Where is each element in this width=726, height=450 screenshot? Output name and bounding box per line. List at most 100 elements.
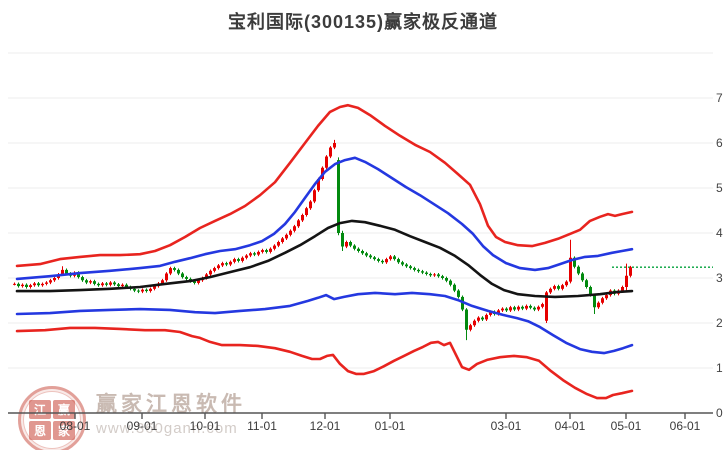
candle-body bbox=[453, 284, 456, 291]
candle-body bbox=[409, 266, 412, 269]
candle-body bbox=[161, 280, 164, 284]
chart-title: 宝利国际(300135)赢家极反通道 bbox=[227, 12, 499, 32]
candle-body bbox=[113, 282, 116, 285]
candle-body bbox=[177, 269, 180, 274]
candle-body bbox=[169, 268, 172, 274]
candle-body bbox=[577, 266, 580, 274]
candle-body bbox=[165, 273, 168, 281]
candle-body bbox=[81, 277, 84, 281]
seal-characters: 江 赢 恩 家 bbox=[29, 400, 75, 440]
seal-char: 家 bbox=[53, 421, 75, 440]
candle-body bbox=[85, 280, 88, 283]
candle-body bbox=[93, 281, 96, 284]
candle-body bbox=[581, 273, 584, 281]
x-axis-label: 09-01 bbox=[127, 419, 158, 433]
candle-body bbox=[629, 267, 632, 276]
candle-body bbox=[309, 201, 312, 209]
x-axis-label: 05-01 bbox=[611, 419, 642, 433]
candle-body bbox=[509, 307, 512, 311]
lower-red-rail bbox=[15, 326, 634, 400]
y-axis-label: 4 bbox=[716, 226, 723, 240]
candle-body bbox=[173, 268, 176, 270]
candle-body bbox=[561, 285, 564, 289]
candle-body bbox=[289, 230, 292, 235]
candle-body bbox=[153, 286, 156, 289]
candle-body bbox=[413, 268, 416, 270]
candle-body bbox=[61, 269, 64, 275]
candle-body bbox=[221, 263, 224, 266]
candle-body bbox=[329, 147, 332, 157]
y-axis-label: 0 bbox=[716, 406, 723, 420]
candle-body bbox=[253, 253, 256, 255]
candle-body bbox=[25, 284, 28, 287]
candle-body bbox=[537, 306, 540, 310]
candle-body bbox=[481, 317, 484, 320]
upper-red-rail bbox=[15, 103, 634, 268]
candle-body bbox=[377, 259, 380, 261]
candle-body bbox=[389, 256, 392, 260]
candle-body bbox=[109, 282, 112, 285]
candle-body bbox=[305, 208, 308, 215]
candle-body bbox=[65, 269, 68, 274]
candle-body bbox=[437, 274, 440, 277]
candle-body bbox=[249, 253, 252, 256]
candle-body bbox=[417, 269, 420, 272]
y-axis-label: 5 bbox=[716, 181, 723, 195]
candle-body bbox=[97, 283, 100, 286]
candle-body bbox=[241, 257, 244, 261]
candle-body bbox=[225, 263, 228, 265]
candle-body bbox=[525, 305, 528, 309]
candle-body bbox=[285, 234, 288, 239]
seal-char: 恩 bbox=[29, 421, 51, 440]
candle-body bbox=[557, 286, 560, 289]
candle-body bbox=[125, 284, 128, 287]
candle-body bbox=[513, 307, 516, 310]
candle-body bbox=[185, 277, 188, 279]
candle-body bbox=[401, 262, 404, 265]
candle-body bbox=[149, 288, 152, 292]
candle-body bbox=[465, 309, 468, 330]
candle-body bbox=[489, 311, 492, 315]
candle-body bbox=[233, 259, 236, 262]
candle-body bbox=[505, 308, 508, 311]
candle-body bbox=[101, 283, 104, 286]
candle-body bbox=[545, 292, 548, 321]
candle-body bbox=[341, 233, 344, 247]
candle-body bbox=[473, 320, 476, 326]
candle-body bbox=[133, 288, 136, 291]
candle-body bbox=[541, 304, 544, 307]
lower-blue-rail bbox=[15, 291, 634, 355]
candle-body bbox=[205, 274, 208, 278]
candle-body bbox=[265, 250, 268, 252]
candle-body bbox=[353, 245, 356, 249]
y-axis-label: 3 bbox=[716, 271, 723, 285]
candle-body bbox=[373, 257, 376, 260]
candle-body bbox=[381, 260, 384, 263]
candle-body bbox=[597, 302, 600, 308]
candle-body bbox=[145, 289, 148, 292]
candle-body bbox=[593, 295, 596, 308]
candle-body bbox=[41, 283, 44, 286]
candle-body bbox=[105, 283, 108, 285]
x-axis-label: 08-01 bbox=[60, 419, 91, 433]
candle-body bbox=[573, 257, 576, 267]
candle-body bbox=[181, 273, 184, 278]
candle-body bbox=[141, 289, 144, 292]
candle-body bbox=[269, 248, 272, 252]
x-axis-label: 10-01 bbox=[190, 419, 221, 433]
candle-body bbox=[421, 271, 424, 273]
candle-body bbox=[257, 251, 260, 255]
candle-body bbox=[385, 259, 388, 263]
candle-body bbox=[477, 317, 480, 321]
candle-body bbox=[237, 259, 240, 261]
candle-body bbox=[33, 283, 36, 286]
candle-body bbox=[469, 325, 472, 330]
watermark-seal-icon: 江 赢 恩 家 bbox=[18, 386, 86, 450]
candle-body bbox=[405, 264, 408, 267]
candle-body bbox=[601, 298, 604, 303]
candle-body bbox=[497, 310, 500, 314]
upper-blue-rail bbox=[15, 156, 634, 281]
candle-body bbox=[333, 143, 336, 148]
grid-lines bbox=[8, 52, 713, 369]
